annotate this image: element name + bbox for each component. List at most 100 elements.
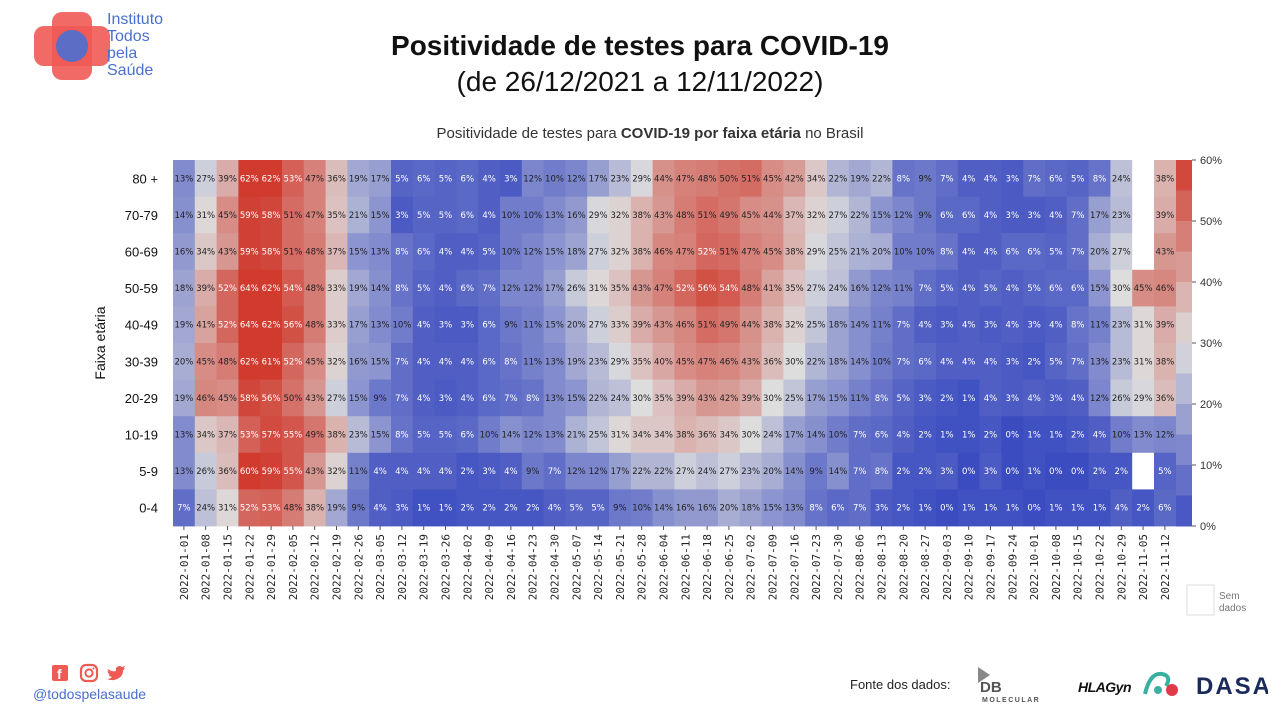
heatmap-cell (609, 306, 632, 344)
cell-label: 11% (872, 321, 891, 331)
cell-label: 3% (482, 467, 496, 477)
heatmap-cell (1023, 379, 1046, 417)
heatmap-cell (1088, 416, 1111, 454)
cell-label: 4% (984, 248, 998, 258)
cell-label: 5% (417, 284, 431, 294)
cell-label: 3% (395, 504, 409, 514)
cell-label: 2% (461, 504, 475, 514)
cell-label: 55% (283, 431, 302, 441)
heatmap-cell (1023, 233, 1046, 271)
cell-label: 8% (1093, 174, 1107, 184)
heatmap-cell (848, 489, 871, 527)
heatmap-cell (1088, 160, 1111, 197)
cell-label: 22% (632, 467, 651, 477)
cell-label: 12% (567, 467, 586, 477)
heatmap-cell (194, 343, 217, 380)
heatmap-cell (238, 306, 261, 344)
heatmap-cell (1110, 452, 1133, 490)
cell-label: 2% (897, 504, 911, 514)
cell-label: 3% (1027, 211, 1041, 221)
cell-label: 4% (439, 357, 453, 367)
colorbar-tick-label: 40% (1200, 277, 1222, 289)
cell-label: 8% (526, 394, 540, 404)
cell-label: 43% (218, 248, 237, 258)
heatmap-cell (1066, 233, 1089, 271)
heatmap-cell (521, 416, 544, 454)
heatmap-cell (783, 416, 806, 454)
cell-label: 0% (1006, 467, 1020, 477)
heatmap-cell (369, 452, 392, 490)
heatmap-cell (609, 233, 632, 271)
cell-label: 40% (654, 357, 673, 367)
cell-label: 50% (283, 394, 302, 404)
heatmap-cell (347, 379, 370, 417)
heatmap-cell (914, 379, 937, 417)
y-tick-label: 40-49 (125, 318, 158, 333)
heatmap-cell (1045, 452, 1068, 490)
cell-label: 14% (371, 284, 390, 294)
heatmap-cell (914, 343, 937, 380)
cell-label: 13% (545, 431, 564, 441)
heatmap-cell (957, 233, 980, 271)
hlagyn-mark-icon (1142, 668, 1182, 698)
facebook-icon[interactable]: f (52, 665, 68, 682)
heatmap-cell (761, 306, 784, 344)
heatmap-cell (827, 416, 850, 454)
cell-label: 6% (417, 248, 431, 258)
colorbar-tick-label: 10% (1200, 460, 1222, 472)
heatmap-cell (216, 452, 239, 490)
cell-label: 30% (741, 431, 760, 441)
colorbar-tick-label: 60% (1200, 155, 1222, 167)
cell-label: 4% (373, 467, 387, 477)
cell-label: 39% (1155, 321, 1174, 331)
heatmap-cell (914, 160, 937, 197)
heatmap-cell (783, 196, 806, 234)
heatmap-cell (456, 489, 479, 527)
cell-label: 27% (719, 467, 738, 477)
x-tick-label: 2022-11-05 (1137, 534, 1150, 600)
heatmap-cell (696, 343, 719, 380)
cell-label: 7% (897, 321, 911, 331)
cell-label: 1% (1049, 504, 1063, 514)
cell-label: 16% (698, 504, 717, 514)
heatmap-cell (652, 160, 675, 197)
heatmap-cell (1045, 269, 1068, 307)
heatmap-cell (282, 160, 305, 197)
heatmap-cell (500, 160, 523, 197)
heatmap-cell (478, 379, 501, 417)
twitter-icon[interactable] (107, 666, 125, 681)
heatmap-cell (194, 306, 217, 344)
heatmap-cell (870, 379, 893, 417)
cell-label: 26% (196, 467, 215, 477)
page-subtitle: (de 26/12/2021 a 12/11/2022) (456, 66, 824, 97)
cell-label: 35% (632, 357, 651, 367)
heatmap-cell (456, 196, 479, 234)
instagram-icon[interactable] (79, 663, 99, 683)
cell-label: 38% (676, 431, 695, 441)
cell-label: 10% (501, 211, 520, 221)
cell-label: 15% (371, 357, 390, 367)
cell-label: 12% (872, 284, 891, 294)
cell-label: 31% (196, 211, 215, 221)
social-icons: f (52, 663, 132, 688)
cell-label: 3% (461, 321, 475, 331)
heatmap-cell (216, 489, 239, 527)
cell-label: 21% (567, 431, 586, 441)
y-tick-label: 10-19 (125, 428, 158, 443)
heatmap-cell (260, 306, 283, 344)
heatmap-cell (216, 343, 239, 380)
heatmap-cell (1066, 160, 1089, 197)
heatmap-cell (805, 306, 828, 344)
heatmap-cell (936, 306, 959, 344)
heatmap-cell (521, 269, 544, 307)
heatmap-cell (478, 489, 501, 527)
social-handle[interactable]: @todospelasaude (33, 686, 147, 702)
heatmap-cell (827, 489, 850, 527)
heatmap-cell (718, 160, 741, 197)
cell-label: 10% (545, 174, 564, 184)
cell-label: 43% (654, 321, 673, 331)
cell-label: 54% (283, 284, 302, 294)
cell-label: 33% (327, 284, 346, 294)
cell-label: 34% (654, 431, 673, 441)
cell-label: 6% (831, 504, 845, 514)
